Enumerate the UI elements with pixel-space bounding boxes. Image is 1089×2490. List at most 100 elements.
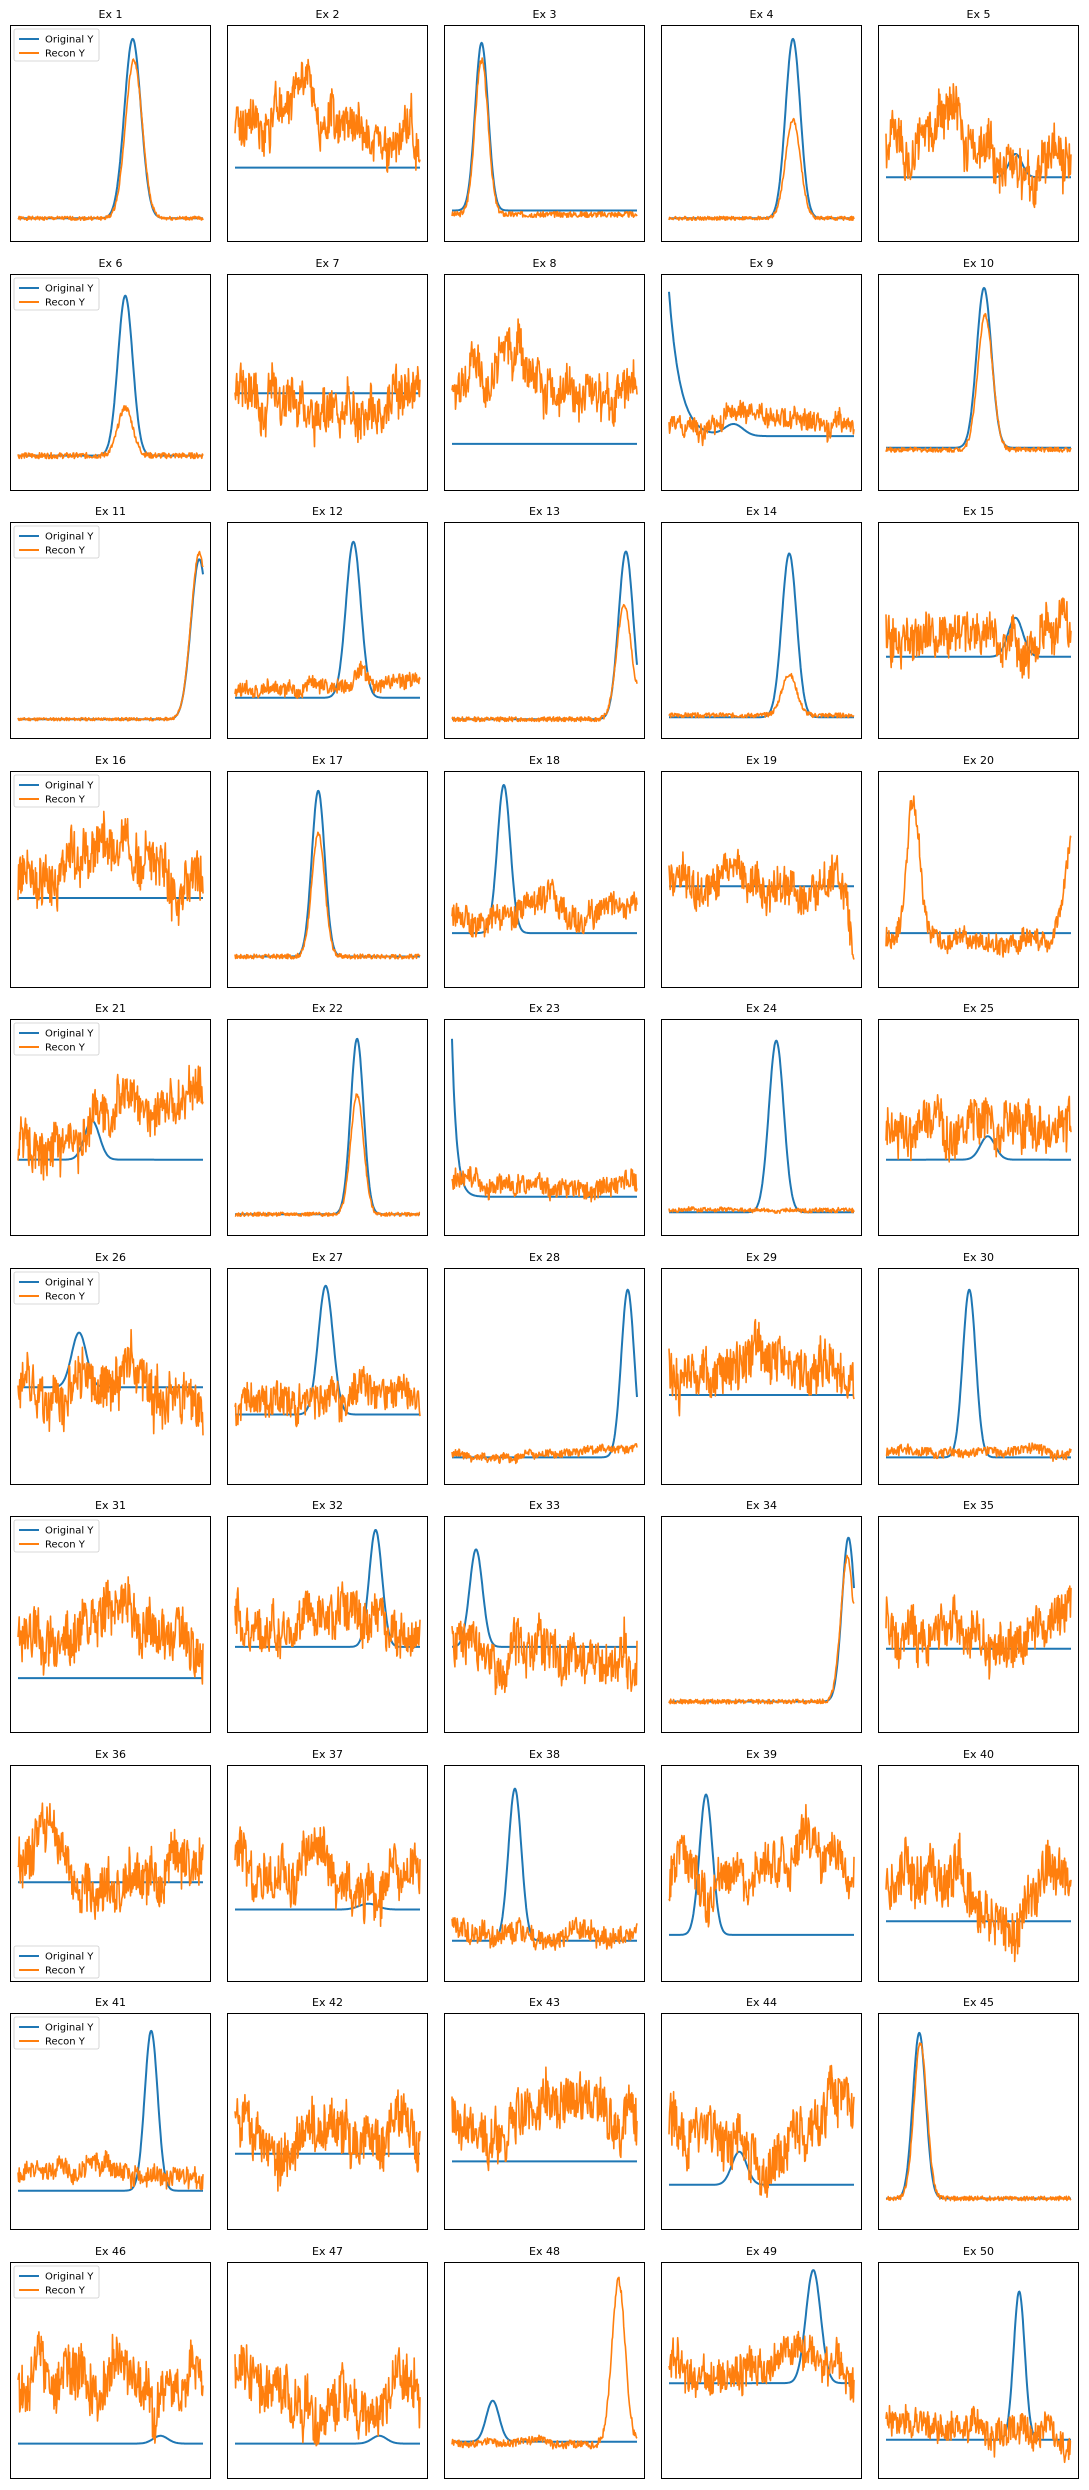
chart-panel: Ex 24 — [661, 1002, 862, 1236]
axes-frame — [878, 1516, 1079, 1733]
chart-panel: Ex 12 — [227, 505, 428, 739]
recon-y-line — [885, 597, 1072, 679]
recon-y-line — [234, 2089, 421, 2192]
legend: Original Y Recon Y — [13, 774, 100, 808]
legend: Original Y Recon Y — [13, 1519, 100, 1553]
chart-panel: Ex 32 — [227, 1499, 428, 1733]
chart-panel: Ex 44 — [661, 1996, 862, 2230]
panel-title: Ex 42 — [312, 1996, 343, 2009]
legend: Original Y Recon Y — [13, 1022, 100, 1056]
panel-title: Ex 44 — [746, 1996, 777, 2009]
recon-y-line — [234, 362, 421, 448]
recon-y-line — [451, 57, 638, 219]
recon-y-line — [234, 1093, 421, 1217]
recon-y-line — [17, 405, 204, 460]
panel-title: Ex 27 — [312, 1251, 343, 1264]
panel-title: Ex 6 — [99, 257, 123, 270]
axes-frame — [10, 2262, 211, 2479]
original-y-line — [17, 1119, 204, 1161]
axes-frame — [878, 25, 1079, 242]
axes-frame — [878, 2013, 1079, 2230]
axes-frame — [444, 1765, 645, 1982]
panel-title: Ex 3 — [533, 8, 557, 21]
panel-title: Ex 39 — [746, 1748, 777, 1761]
chart-panel: Ex 39 — [661, 1748, 862, 1982]
panel-title: Ex 2 — [316, 8, 340, 21]
panel-title: Ex 40 — [963, 1748, 994, 1761]
chart-panel: Ex 9 — [661, 257, 862, 491]
original-y-line — [668, 2269, 855, 2385]
chart-panel: Ex 49 — [661, 2245, 862, 2479]
chart-panel: Ex 14 — [661, 505, 862, 739]
panel-title: Ex 13 — [529, 505, 560, 518]
panel-title: Ex 30 — [963, 1251, 994, 1264]
axes-frame — [661, 2262, 862, 2479]
original-y-line — [234, 2434, 421, 2445]
axes-frame — [444, 274, 645, 491]
recon-y-line — [668, 848, 855, 960]
axes-frame — [444, 522, 645, 739]
original-y-line — [234, 789, 421, 958]
original-y-line — [17, 37, 204, 220]
axes-frame — [227, 771, 428, 988]
original-y-line — [234, 1902, 421, 1911]
original-y-line — [885, 1288, 1072, 1459]
recon-y-line — [17, 810, 204, 926]
panel-title: Ex 24 — [746, 1002, 777, 1015]
recon-y-line — [668, 117, 855, 221]
legend-recon-label: Recon Y — [45, 298, 86, 309]
axes-frame — [661, 1019, 862, 1236]
axes-frame — [10, 2013, 211, 2230]
chart-panel: Ex 36 Original Y Recon Y — [10, 1748, 211, 1982]
original-y-line — [668, 1536, 855, 1703]
panel-title: Ex 48 — [529, 2245, 560, 2258]
recon-y-line — [17, 1802, 204, 1920]
recon-y-line — [885, 1442, 1072, 1462]
legend-original-label: Original Y — [45, 1029, 94, 1040]
panel-title: Ex 29 — [746, 1251, 777, 1264]
legend-original-label: Original Y — [45, 2023, 94, 2034]
axes-frame — [227, 274, 428, 491]
axes-frame — [10, 1268, 211, 1485]
recon-y-line — [451, 1916, 638, 1951]
legend-original-label: Original Y — [45, 532, 94, 543]
axes-frame — [10, 522, 211, 739]
recon-y-line — [885, 2042, 1072, 2202]
legend-recon-label: Recon Y — [45, 1540, 86, 1551]
recon-y-line — [451, 603, 638, 723]
chart-panel: Ex 13 — [444, 505, 645, 739]
recon-y-line — [885, 312, 1072, 453]
chart-panel: Ex 11 Original Y Recon Y — [10, 505, 211, 739]
panel-title: Ex 18 — [529, 754, 560, 767]
panel-title: Ex 46 — [95, 2245, 126, 2258]
legend: Original Y Recon Y — [13, 277, 100, 311]
panel-title: Ex 12 — [312, 505, 343, 518]
axes-frame — [661, 274, 862, 491]
chart-panel: Ex 42 — [227, 1996, 428, 2230]
panel-title: Ex 34 — [746, 1499, 777, 1512]
panel-title: Ex 50 — [963, 2245, 994, 2258]
legend-recon-label: Recon Y — [45, 546, 86, 557]
recon-y-line — [668, 1206, 855, 1214]
axes-frame — [878, 771, 1079, 988]
chart-panel: Ex 8 — [444, 257, 645, 491]
panel-title: Ex 45 — [963, 1996, 994, 2009]
axes-frame — [227, 2262, 428, 2479]
chart-panel: Ex 18 — [444, 754, 645, 988]
recon-y-line — [885, 1094, 1072, 1163]
recon-y-line — [668, 2330, 855, 2403]
panel-title: Ex 22 — [312, 1002, 343, 1015]
legend: Original Y Recon Y — [13, 1945, 100, 1979]
recon-y-line — [17, 2331, 204, 2444]
chart-panel: Ex 34 — [661, 1499, 862, 1733]
recon-y-line — [234, 660, 421, 700]
legend-original-label: Original Y — [45, 35, 94, 46]
panel-title: Ex 28 — [529, 1251, 560, 1264]
original-y-line — [234, 1037, 421, 1216]
recon-y-line — [885, 1832, 1072, 1963]
recon-y-line — [668, 1318, 855, 1417]
axes-frame — [10, 1765, 211, 1982]
panel-title: Ex 35 — [963, 1499, 994, 1512]
axes-frame — [878, 1765, 1079, 1982]
panel-title: Ex 37 — [312, 1748, 343, 1761]
